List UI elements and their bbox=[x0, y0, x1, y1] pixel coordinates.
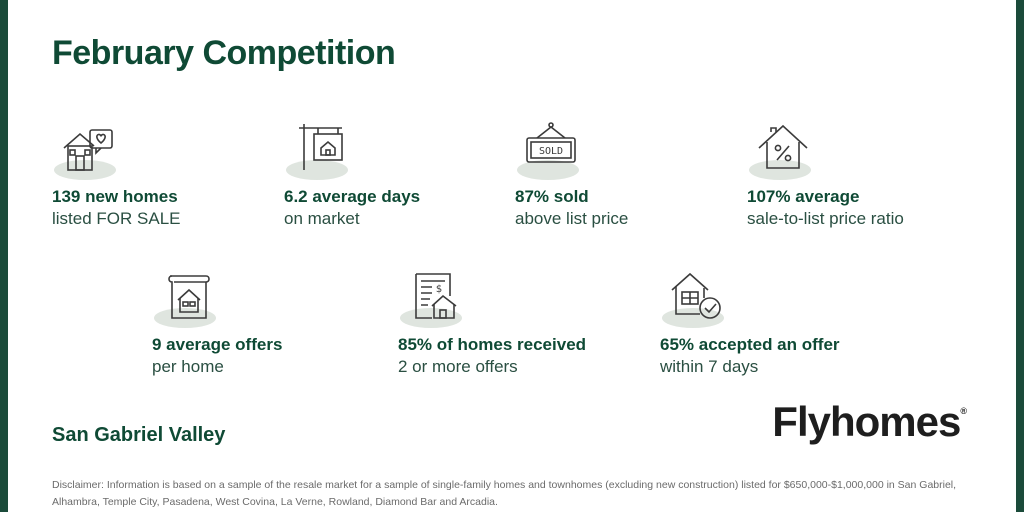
stat-caption: above list price bbox=[515, 209, 629, 228]
stat-value: 65% accepted an offer bbox=[660, 335, 840, 354]
stat-value: 6.2 average days bbox=[284, 187, 421, 206]
region-label: San Gabriel Valley bbox=[52, 424, 226, 446]
stat-multiple-offers: $ 85% of homes received 2 or more offers bbox=[398, 268, 638, 378]
sold-sign-icon: SOLD bbox=[515, 120, 585, 182]
stat-average-offers: 9 average offers per home bbox=[152, 268, 392, 378]
receipt-house-icon: $ bbox=[398, 268, 468, 330]
house-document-icon bbox=[152, 268, 222, 330]
svg-text:SOLD: SOLD bbox=[539, 146, 563, 157]
stat-value: 9 average offers bbox=[152, 335, 283, 354]
right-border bbox=[1016, 0, 1024, 512]
house-percent-icon bbox=[747, 120, 817, 182]
house-heart-icon bbox=[52, 120, 122, 182]
stat-caption: listed FOR SALE bbox=[52, 209, 181, 228]
stat-caption: per home bbox=[152, 357, 224, 376]
stat-new-homes: 139 new homes listed FOR SALE bbox=[52, 120, 292, 230]
sign-post-icon bbox=[284, 120, 354, 182]
brand-name: Flyhomes bbox=[772, 398, 961, 445]
stat-caption: on market bbox=[284, 209, 360, 228]
brand-logo: Flyhomes® bbox=[772, 398, 967, 446]
stat-caption: sale-to-list price ratio bbox=[747, 209, 904, 228]
stat-caption: within 7 days bbox=[660, 357, 759, 376]
stat-sold-above-list: SOLD 87% sold above list price bbox=[515, 120, 755, 230]
stat-value: 107% average bbox=[747, 187, 860, 206]
house-check-icon bbox=[660, 268, 730, 330]
stat-value: 85% of homes received bbox=[398, 335, 587, 354]
page-title: February Competition bbox=[52, 34, 396, 72]
registered-mark: ® bbox=[960, 406, 967, 416]
svg-text:$: $ bbox=[436, 284, 442, 295]
stat-caption: 2 or more offers bbox=[398, 357, 518, 376]
stat-value: 87% sold bbox=[515, 187, 589, 206]
left-border bbox=[0, 0, 8, 512]
stat-sale-to-list: 107% average sale-to-list price ratio bbox=[747, 120, 987, 230]
stat-accepted-offer: 65% accepted an offer within 7 days bbox=[660, 268, 900, 378]
disclaimer-text: Disclaimer: Information is based on a sa… bbox=[52, 479, 957, 508]
stat-value: 139 new homes bbox=[52, 187, 178, 206]
stat-days-on-market: 6.2 average days on market bbox=[284, 120, 524, 230]
